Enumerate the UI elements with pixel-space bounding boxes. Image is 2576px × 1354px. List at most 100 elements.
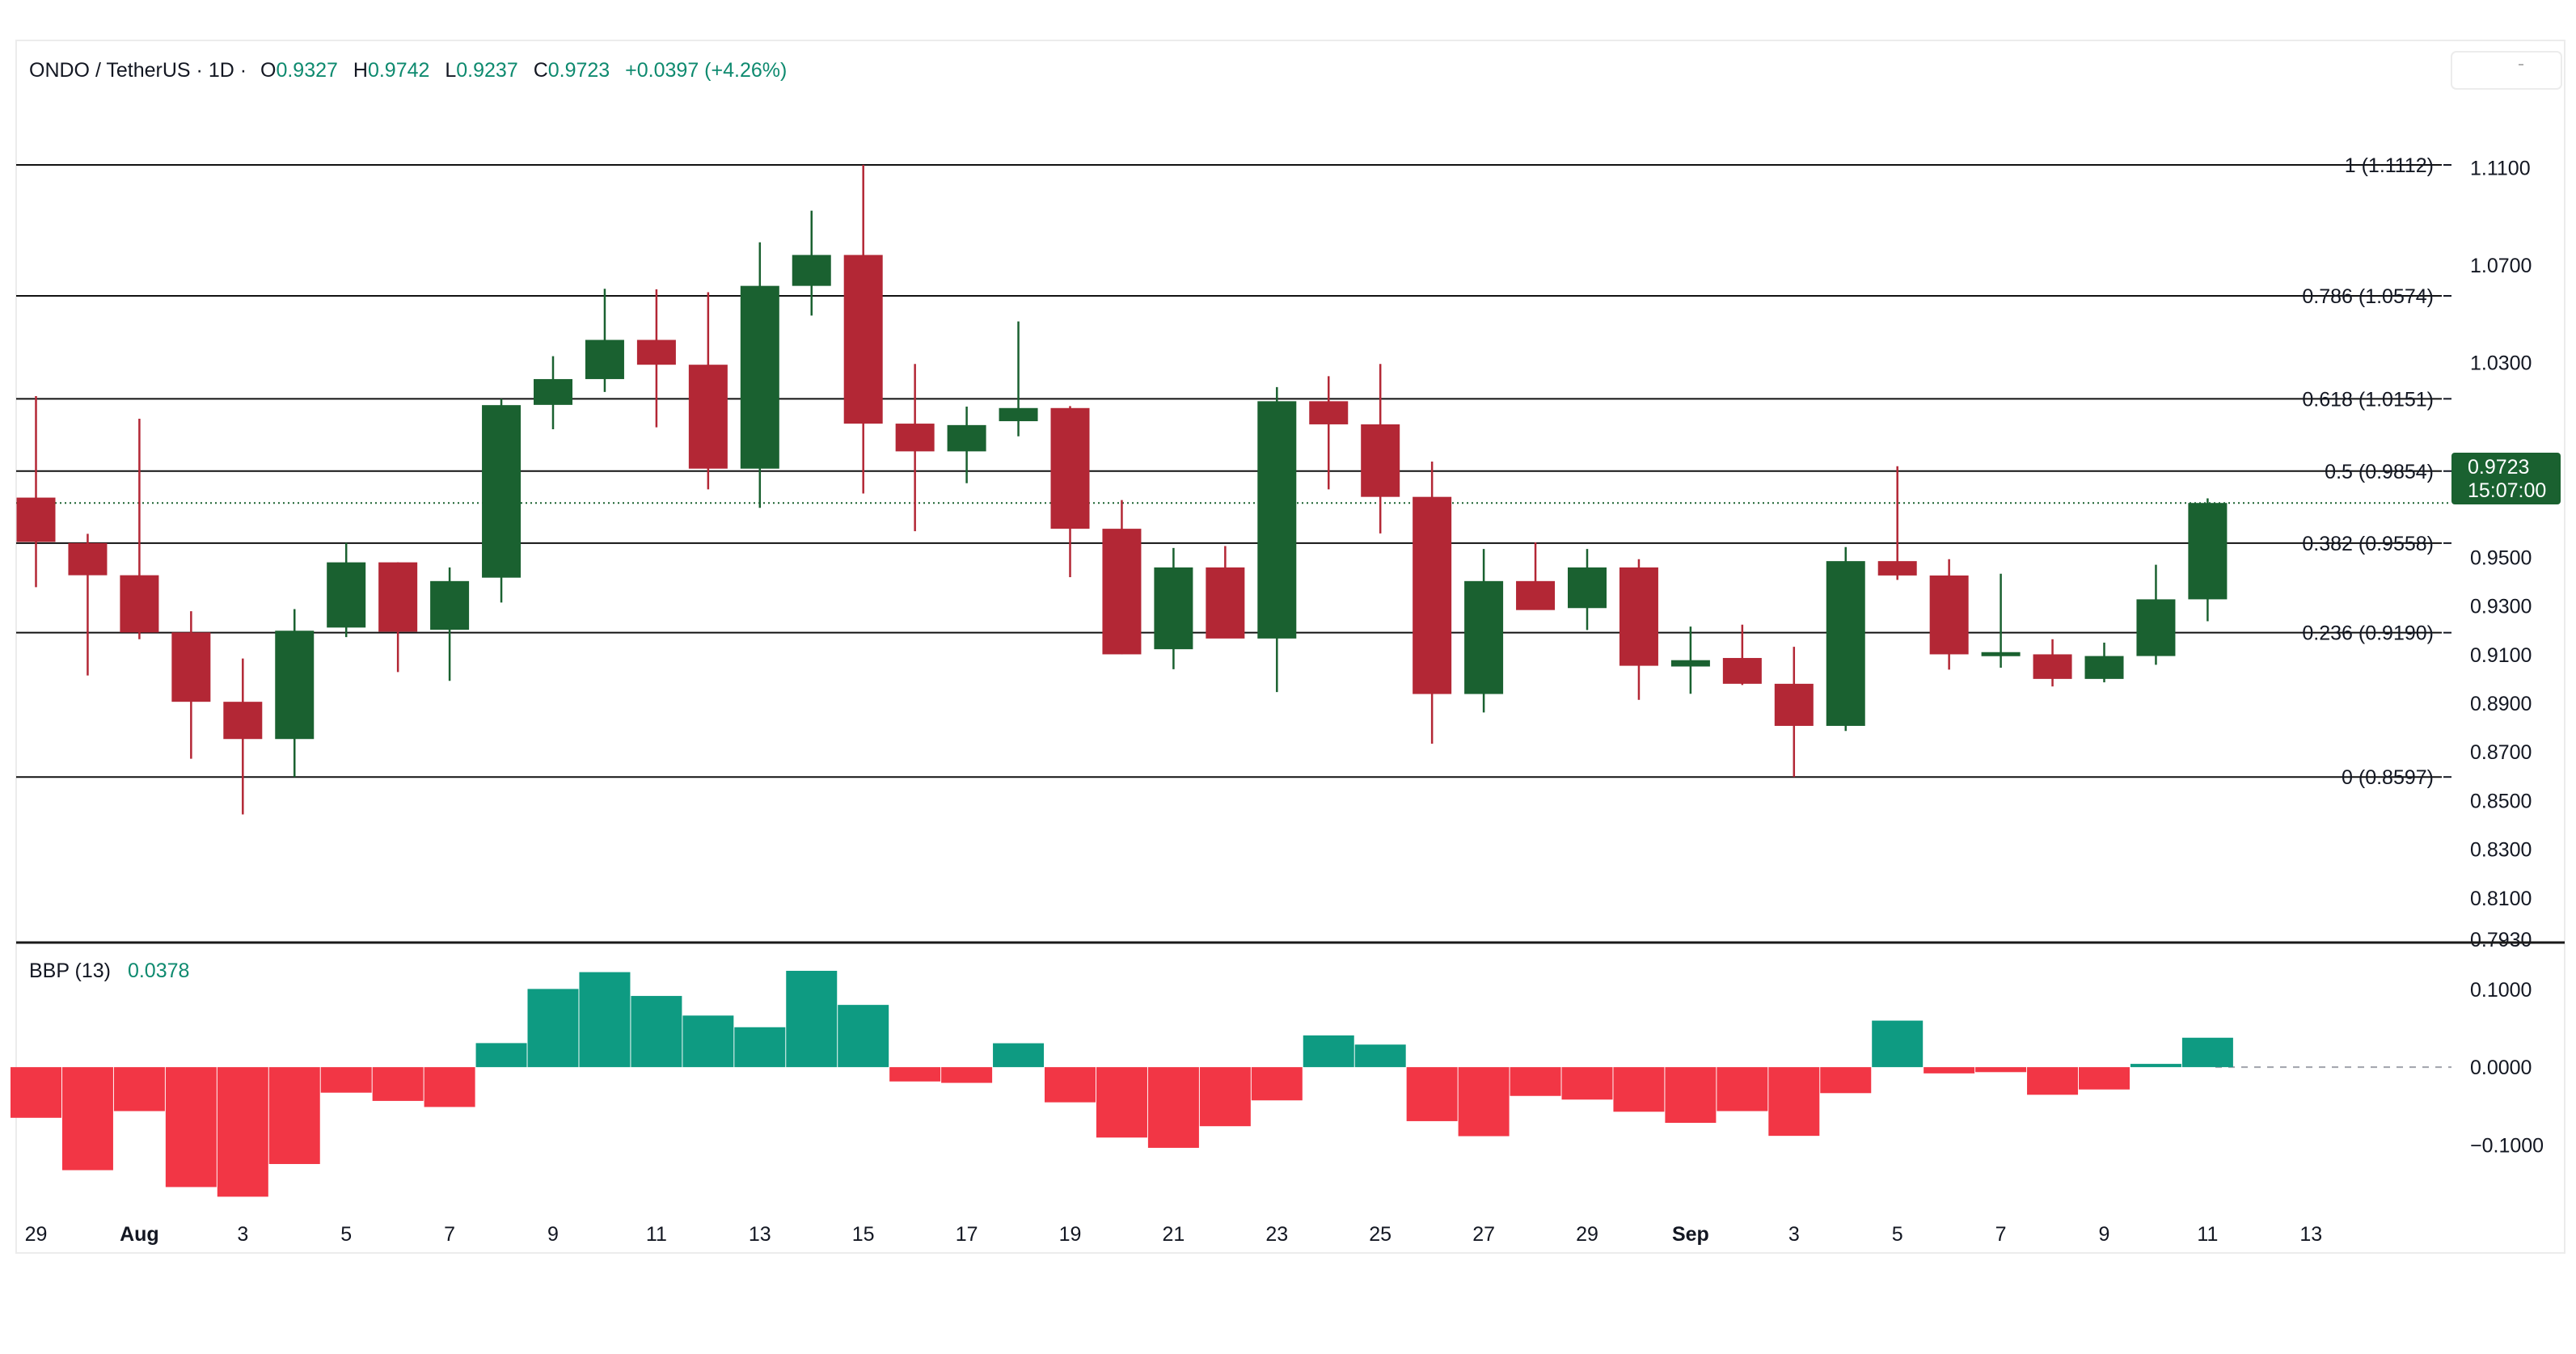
time-tick-label: 9: [2099, 1223, 2110, 1246]
bbp-bar: [165, 1067, 217, 1187]
price-tag: 0.9723 15:07:00: [2451, 453, 2561, 504]
time-tick-label: 5: [1892, 1223, 1903, 1246]
price-tag-box: [2451, 453, 2561, 504]
candle: [120, 419, 159, 639]
settings-button[interactable]: [2451, 51, 2562, 90]
bbp-bar: [579, 972, 631, 1068]
time-tick-label: 21: [1162, 1223, 1185, 1246]
candle-body: [1722, 657, 1762, 684]
indicator-legend: BBP (13) 0.0378: [29, 960, 189, 982]
bbp-bar: [1510, 1067, 1561, 1096]
candle: [275, 609, 315, 778]
bbp-bar: [631, 996, 682, 1068]
fib-label-1: 1 (1.1112): [2345, 154, 2434, 177]
bbp-tick-label: −0.1000: [2470, 1134, 2544, 1157]
time-tick-label: 7: [1995, 1223, 2007, 1246]
time-tick-label: 23: [1265, 1223, 1288, 1246]
candle: [2188, 498, 2228, 622]
candle-body: [1413, 496, 1452, 694]
candle-body: [792, 255, 831, 286]
candle-body: [2188, 503, 2228, 600]
candle-body: [1670, 660, 1710, 667]
price-tag-countdown: 15:07:00: [2468, 479, 2546, 502]
price-tick-label: 0.9500: [2470, 546, 2532, 569]
candle-body: [534, 378, 572, 405]
bbp-tick-label: 0.0000: [2470, 1057, 2532, 1079]
bbp-bar: [941, 1067, 993, 1083]
low-value: 0.9237: [456, 59, 517, 82]
candle-body: [430, 580, 470, 631]
candle-body: [1464, 580, 1504, 694]
candle-body: [327, 562, 366, 628]
candle-body: [1102, 529, 1142, 655]
candle-body: [1309, 401, 1349, 424]
candle-body: [1877, 561, 1917, 576]
candle-body: [1257, 401, 1297, 639]
bbp-bar: [1561, 1067, 1613, 1100]
time-tick-label: 29: [25, 1223, 48, 1246]
bbp-bar: [734, 1027, 786, 1068]
time-tick-label: 9: [547, 1223, 559, 1246]
price-tick-label: 1.1100: [2470, 158, 2531, 180]
candle-body: [1826, 561, 1865, 726]
candle-body: [740, 285, 779, 469]
time-axis: 29 Aug 3 5 7 9 11 13 15 17 19 21 23 25 27 29 Sep 3 5 7 9 11 13: [25, 1223, 2323, 1246]
price-tick-label: 0.7930: [2470, 929, 2532, 951]
bbp-bar: [2130, 1064, 2181, 1068]
candle: [1206, 546, 1245, 639]
legend-row: ONDO / TetherUS · 1D · O0.9327 H0.9742 L…: [29, 59, 787, 82]
change-value: +0.0397 (+4.26%): [625, 59, 787, 82]
candle: [16, 396, 56, 588]
fib-label-0: 0 (0.8597): [2342, 766, 2434, 789]
time-tick-label: 11: [2197, 1223, 2218, 1246]
candle: [1464, 549, 1504, 713]
candle-body: [895, 424, 935, 452]
bbp-bar: [1768, 1067, 1820, 1137]
candle-body: [2033, 654, 2072, 679]
close-value: 0.9723: [548, 59, 610, 82]
candle-body: [1774, 683, 1814, 726]
candle-body: [1981, 652, 2021, 656]
time-tick-label: 19: [1059, 1223, 1082, 1246]
candle-body: [171, 632, 211, 702]
candle-body: [947, 424, 986, 452]
candle: [1722, 624, 1762, 685]
candle: [2033, 639, 2072, 687]
bbp-bar: [2027, 1067, 2079, 1095]
price-tick-label: 0.8500: [2470, 790, 2532, 812]
time-tick-label: 17: [956, 1223, 978, 1246]
bbp-bar: [424, 1067, 475, 1107]
time-tick-label: 11: [646, 1223, 667, 1246]
candle-body: [68, 542, 108, 576]
bbp-bar: [889, 1067, 941, 1082]
bbp-bar: [1613, 1067, 1665, 1112]
time-tick-label: Aug: [120, 1223, 159, 1246]
time-tick-label: 7: [444, 1223, 455, 1246]
price-tick-label: 0.8900: [2470, 693, 2532, 715]
bbp-histogram: [11, 970, 2451, 1197]
candle-body: [1050, 407, 1090, 529]
candle: [895, 364, 935, 532]
bbp-bar: [1665, 1067, 1717, 1124]
candle: [1257, 386, 1297, 693]
candle-body: [1206, 567, 1245, 639]
bbp-bar: [1303, 1035, 1354, 1068]
time-tick-label: 27: [1472, 1223, 1495, 1246]
candle: [223, 658, 263, 815]
candle: [843, 165, 883, 494]
candles: [16, 165, 2228, 815]
bbp-bar: [993, 1043, 1045, 1068]
candle-body: [2136, 599, 2176, 656]
price-tick-label: 0.9100: [2470, 644, 2532, 667]
price-tick-label: 0.8300: [2470, 839, 2532, 862]
bbp-bar: [1820, 1067, 1872, 1094]
fibonacci-levels: 1 (1.1112) 0.786 (1.0574) 0.618 (1.0151) 0.…: [16, 154, 2451, 789]
bbp-bar: [1096, 1067, 1147, 1138]
price-tick-label: 1.0300: [2470, 352, 2532, 374]
open-label: O: [260, 59, 276, 82]
bbp-bar: [2181, 1037, 2233, 1068]
candle: [327, 542, 366, 638]
bbp-bar: [1199, 1067, 1251, 1127]
